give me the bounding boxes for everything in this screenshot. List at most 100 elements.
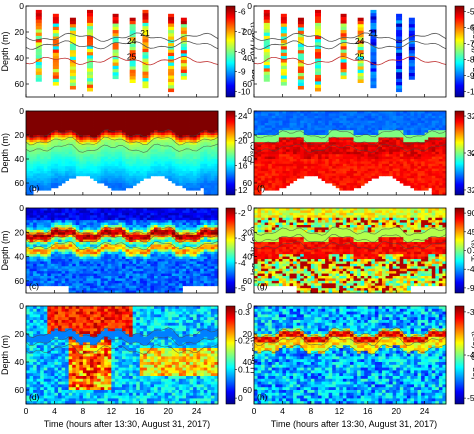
- heat-cell: [36, 271, 41, 274]
- heat-cell: [293, 151, 298, 155]
- heat-cell: [435, 132, 440, 136]
- cast-cell: [408, 24, 415, 28]
- heat-cell: [136, 263, 141, 267]
- cast-cell: [112, 69, 119, 73]
- heat-cell: [114, 215, 119, 219]
- heat-cell: [86, 259, 91, 262]
- heat-cell: [118, 278, 123, 282]
- heat-cell: [139, 249, 144, 253]
- heat-cell: [29, 276, 34, 279]
- heat-cell: [107, 246, 112, 250]
- heat-cell: [389, 125, 394, 129]
- heat-cell: [29, 137, 34, 141]
- heat-cell: [157, 156, 162, 160]
- heat-cell: [40, 175, 45, 179]
- heat-cell: [282, 183, 287, 186]
- heat-cell: [90, 144, 94, 148]
- heat-cell: [75, 171, 80, 174]
- heat-cell: [43, 244, 48, 248]
- cast-cell: [112, 13, 119, 18]
- heat-cell: [86, 268, 91, 272]
- heat-cell: [353, 144, 358, 148]
- cast-cell: [297, 33, 304, 38]
- heat-cell: [61, 171, 66, 174]
- heat-cell: [353, 137, 358, 141]
- heat-cell: [178, 156, 183, 160]
- heat-cell: [275, 156, 280, 160]
- heat-cell: [268, 183, 273, 186]
- heat-cell: [139, 151, 144, 155]
- heat-cell: [33, 225, 38, 228]
- heat-cell: [29, 163, 34, 167]
- heat-cell: [68, 227, 73, 231]
- heat-cell: [136, 180, 141, 184]
- heat-cell: [196, 144, 201, 148]
- heat-cell: [310, 147, 315, 150]
- heat-cell: [382, 118, 386, 121]
- cast-cell: [142, 26, 149, 30]
- cast-cell: [142, 35, 149, 40]
- heat-cell: [54, 212, 59, 216]
- heat-cell: [65, 175, 70, 179]
- heat-cell: [86, 261, 91, 265]
- heat-cell: [196, 168, 201, 172]
- cast-cell: [142, 52, 149, 56]
- heat-cell: [406, 120, 411, 124]
- cast-cell: [168, 13, 175, 18]
- heat-cell: [72, 242, 77, 245]
- heat-cell: [382, 135, 386, 138]
- heat-cell: [296, 139, 301, 143]
- heat-cell: [47, 271, 52, 274]
- heat-cell: [136, 280, 141, 284]
- heat-cell: [150, 132, 155, 136]
- heat-cell: [90, 242, 94, 245]
- heat-cell: [360, 147, 365, 150]
- heat-cell: [82, 161, 87, 165]
- heat-cell: [189, 175, 194, 179]
- heat-cell: [282, 130, 287, 133]
- heat-cell: [93, 123, 98, 126]
- heat-cell: [410, 151, 415, 155]
- heat-cell: [79, 212, 84, 216]
- heat-cell: [325, 130, 330, 133]
- heat-cell: [125, 168, 130, 172]
- heat-cell: [47, 130, 52, 133]
- heat-cell: [47, 222, 52, 226]
- heat-cell: [339, 156, 344, 160]
- heat-cell: [196, 187, 201, 191]
- heat-cell: [257, 173, 262, 177]
- heat-cell: [214, 190, 219, 193]
- heat-cell: [97, 251, 102, 255]
- cast-cell: [129, 30, 136, 35]
- cast-cell: [315, 9, 321, 14]
- heat-cell: [342, 185, 347, 189]
- heat-cell: [417, 173, 422, 177]
- heat-cell: [364, 147, 369, 150]
- heat-cell: [410, 175, 415, 179]
- heat-cell: [82, 256, 87, 260]
- heat-cell: [161, 139, 166, 143]
- heat-cell: [26, 123, 30, 126]
- heat-cell: [58, 175, 62, 179]
- heat-cell: [357, 130, 362, 133]
- cast-cell: [263, 78, 270, 82]
- heat-cell: [278, 178, 283, 181]
- heat-cell: [357, 127, 362, 131]
- cast-cell: [129, 76, 136, 80]
- heat-cell: [435, 163, 440, 167]
- heat-cell: [104, 168, 109, 172]
- heat-cell: [214, 154, 219, 157]
- heat-cell: [254, 171, 258, 174]
- heat-cell: [54, 239, 59, 243]
- heat-cell: [189, 120, 194, 124]
- heat-cell: [54, 229, 59, 233]
- heat-cell: [421, 175, 426, 179]
- heat-cell: [435, 147, 440, 150]
- heat-cell: [296, 175, 301, 179]
- heat-cell: [254, 154, 258, 157]
- heat-cell: [321, 120, 326, 124]
- heat-cell: [61, 156, 66, 160]
- heat-cell: [264, 130, 269, 133]
- heat-cell: [435, 159, 440, 162]
